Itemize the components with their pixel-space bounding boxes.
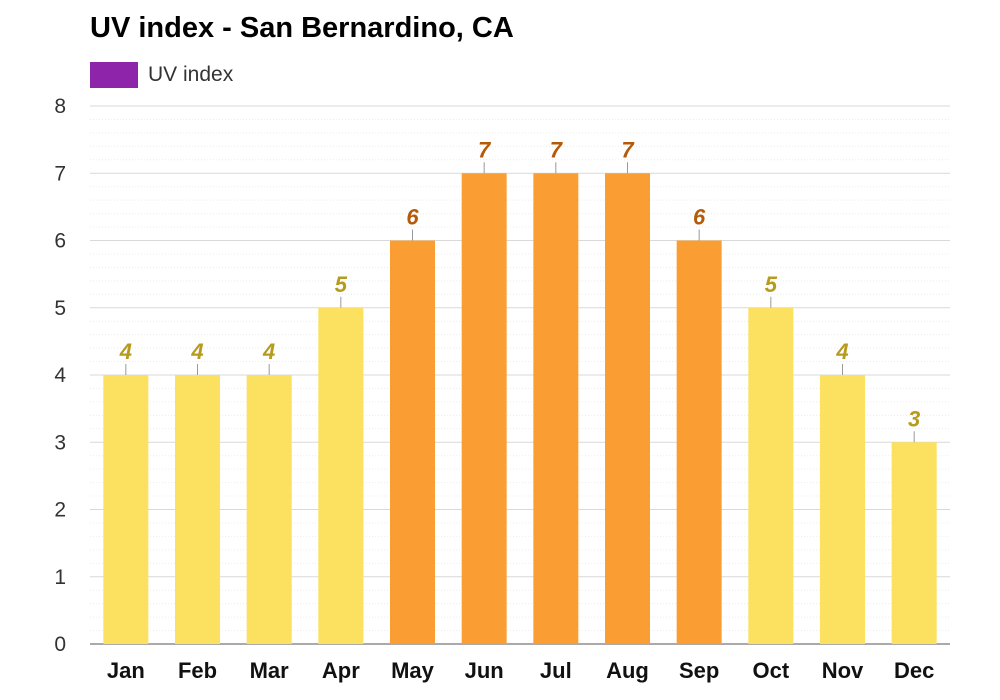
x-tick-label: Aug: [606, 658, 649, 683]
data-label: 3: [908, 406, 920, 431]
bar: [820, 375, 865, 644]
data-label: 5: [765, 272, 778, 297]
y-tick-label: 4: [54, 364, 66, 387]
data-label: 7: [621, 137, 635, 162]
bar: [533, 173, 579, 644]
bar: [461, 173, 507, 644]
x-tick-label: Mar: [250, 658, 290, 683]
x-tick-label: May: [391, 658, 435, 683]
y-tick-label: 3: [54, 431, 66, 454]
legend[interactable]: UV index: [90, 61, 233, 89]
x-tick-label: Jun: [465, 658, 504, 683]
bar: [891, 442, 937, 644]
bar: [318, 307, 364, 644]
bar: [748, 307, 794, 644]
chart-title: UV index - San Bernardino, CA: [90, 12, 514, 44]
legend-swatch: [90, 62, 138, 88]
y-tick-label: 5: [54, 297, 66, 320]
x-tick-label: Apr: [322, 658, 360, 683]
y-tick-label: 7: [54, 162, 66, 185]
x-tick-label: Feb: [178, 658, 217, 683]
data-label: 7: [478, 137, 492, 162]
y-tick-label: 1: [54, 566, 66, 589]
data-label: 7: [550, 137, 564, 162]
data-label: 5: [335, 272, 348, 297]
x-tick-label: Dec: [894, 658, 934, 683]
data-label: 4: [119, 339, 132, 364]
x-tick-label: Oct: [752, 658, 789, 683]
bar: [676, 240, 722, 644]
y-tick-label: 6: [54, 230, 66, 253]
data-label: 4: [262, 339, 275, 364]
x-tick-label: Jul: [540, 658, 572, 683]
y-tick-label: 0: [54, 633, 66, 656]
y-tick-label: 8: [54, 95, 66, 118]
y-tick-label: 2: [54, 499, 66, 522]
bar: [605, 173, 650, 644]
x-tick-label: Sep: [679, 658, 719, 683]
data-label: 4: [190, 339, 203, 364]
data-label: 4: [835, 339, 848, 364]
x-tick-label: Jan: [107, 658, 145, 683]
bar: [175, 375, 220, 644]
x-tick-label: Nov: [822, 658, 864, 683]
bar: [390, 240, 435, 644]
bar: [246, 375, 292, 644]
legend-label: UV index: [148, 63, 234, 86]
data-label: 6: [693, 205, 706, 230]
bar: [103, 375, 149, 644]
data-label: 6: [406, 205, 419, 230]
